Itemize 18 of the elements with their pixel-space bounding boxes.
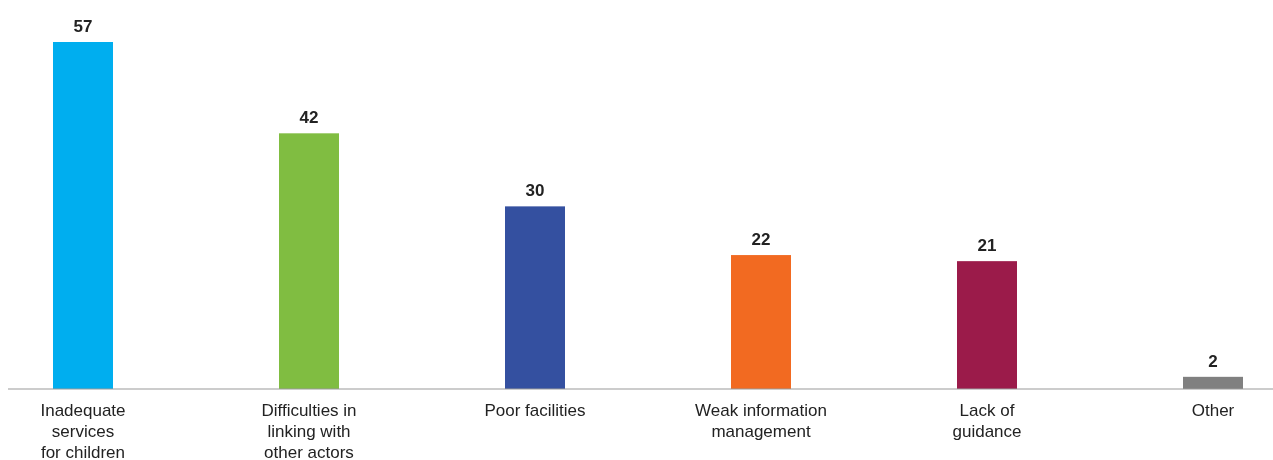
x-tick-label: Other: [1191, 401, 1235, 420]
data-label: 57: [73, 17, 93, 36]
bar: [53, 42, 113, 389]
x-tick-label: Inadequate services for children: [40, 401, 126, 460]
bar: [731, 255, 791, 389]
data-label: 22: [751, 230, 771, 250]
bar: [279, 133, 339, 389]
x-tick-label: Lack of guidance: [952, 401, 1022, 441]
data-label: 30: [525, 181, 545, 201]
x-tick-label: Difficulties in linking with other actors: [261, 401, 357, 460]
bar: [957, 261, 1017, 389]
data-label: 2: [1208, 351, 1218, 371]
bar: [505, 206, 565, 389]
bar: [1183, 376, 1243, 389]
x-tick-label: Poor facilities: [484, 401, 586, 420]
x-tick-label: Weak information management: [695, 401, 827, 441]
data-label: 21: [977, 236, 997, 256]
data-label: 42: [299, 108, 319, 128]
